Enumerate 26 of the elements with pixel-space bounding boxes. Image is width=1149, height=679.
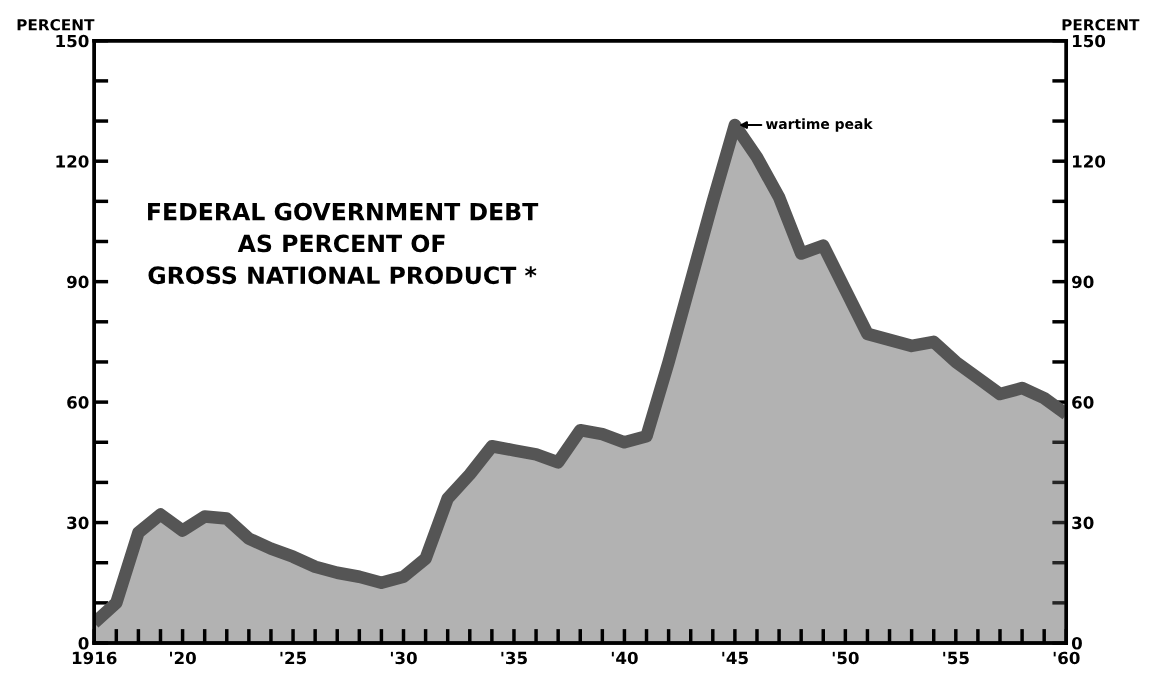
y2-tick-label: 60 bbox=[1072, 396, 1094, 409]
text: FEDERAL GOVERNMENT DEBT AS PERCENT OF GROSS NATIONAL PRODUCT * bbox=[148, 202, 539, 285]
x-tick-label: '60 bbox=[1053, 651, 1080, 665]
y2-tick-label: 30 bbox=[1072, 516, 1094, 530]
y-tick-label: 30 bbox=[67, 516, 89, 530]
x-tick-label: 1916 bbox=[72, 651, 117, 665]
y-tick-label: 0 bbox=[78, 636, 89, 650]
x-tick-label: '20 bbox=[170, 651, 196, 665]
y-axis-title: PERCENT bbox=[17, 19, 95, 31]
y2-tick-label: 120 bbox=[1073, 155, 1106, 168]
annotation: wartime peak bbox=[765, 118, 873, 132]
x-tick-label: '40 bbox=[611, 651, 638, 665]
y2-tick-label: 0 bbox=[1071, 636, 1082, 650]
x-tick-label: '50 bbox=[832, 651, 859, 665]
x-tick-label: '55 bbox=[943, 651, 969, 665]
x-tick-label: '25 bbox=[280, 651, 307, 665]
y2-tick-label: 150 bbox=[1073, 34, 1106, 48]
x-tick-label: '35 bbox=[501, 651, 527, 665]
y-tick-label: 120 bbox=[56, 155, 89, 168]
x-tick-label: '45 bbox=[722, 651, 748, 665]
y2-tick-label: 90 bbox=[1071, 275, 1094, 289]
y-tick-label: 60 bbox=[67, 396, 89, 409]
x-tick-label: '30 bbox=[390, 651, 417, 665]
y2-axis-title: PERCENT bbox=[1062, 19, 1140, 31]
y-tick-label: 90 bbox=[67, 275, 89, 289]
y-tick-label: 150 bbox=[56, 34, 89, 48]
